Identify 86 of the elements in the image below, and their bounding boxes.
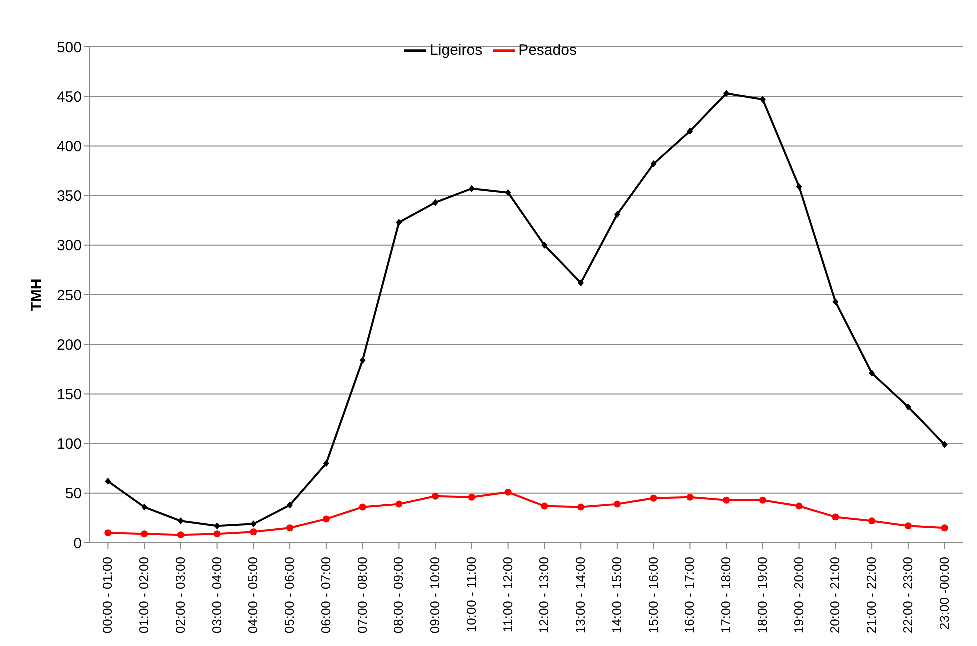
x-tick-label: 15:00 - 16:00 xyxy=(646,557,661,634)
x-tick-label: 06:00 - 07:00 xyxy=(318,557,334,634)
point xyxy=(505,189,512,196)
x-tick-label: 13:00 - 14:00 xyxy=(573,557,588,634)
x-tick-label: 19:00 - 20:00 xyxy=(791,557,806,634)
point xyxy=(323,460,330,468)
point xyxy=(868,518,876,525)
point xyxy=(578,280,584,287)
point xyxy=(904,522,912,530)
x-tick-label: 08:00 - 09:00 xyxy=(391,557,406,634)
y-tick-label: 500 xyxy=(56,39,82,56)
x-tick-label: 02:00 - 03:00 xyxy=(172,557,188,634)
point xyxy=(942,441,948,448)
point xyxy=(869,370,876,377)
y-tick-label: 450 xyxy=(56,88,82,106)
x-tick-label: 11:00 - 12:00 xyxy=(500,557,516,633)
point xyxy=(359,504,366,511)
x-tick-label: 18:00 - 19:00 xyxy=(754,557,770,634)
point xyxy=(104,530,112,537)
point xyxy=(796,502,803,510)
point xyxy=(214,522,220,530)
point xyxy=(759,496,766,504)
point xyxy=(724,90,730,98)
point xyxy=(287,502,294,509)
legend-label: Ligeiros xyxy=(430,42,483,59)
point xyxy=(322,516,330,523)
point xyxy=(105,478,112,485)
point xyxy=(541,502,548,510)
x-tick-label: 20:00 - 21:00 xyxy=(828,557,843,634)
point xyxy=(250,520,257,528)
x-tick-label: 17:00 - 18:00 xyxy=(718,557,734,634)
point xyxy=(141,530,148,538)
y-tick-label: 250 xyxy=(56,287,82,304)
y-axis-title: TMH xyxy=(28,278,46,312)
x-tick-label: 14:00 - 15:00 xyxy=(609,557,624,634)
point xyxy=(832,298,839,306)
x-tick-label: 22:00 - 23:00 xyxy=(900,557,916,634)
point xyxy=(832,514,840,521)
x-tick-label: 10:00 - 11:00 xyxy=(464,557,479,633)
point xyxy=(250,528,258,536)
x-tick-label: 09:00 - 10:00 xyxy=(428,557,443,634)
point xyxy=(432,492,440,500)
point xyxy=(796,183,802,190)
x-tick-label: 16:00 - 17:00 xyxy=(682,557,698,634)
x-tick-label: 03:00 - 04:00 xyxy=(209,557,224,634)
y-tick-label: 150 xyxy=(56,386,82,404)
point xyxy=(614,500,621,508)
legend-label: Pesados xyxy=(518,42,577,59)
x-tick-label: 12:00 - 13:00 xyxy=(536,557,552,634)
point xyxy=(760,96,766,104)
y-tick-label: 100 xyxy=(56,436,82,454)
point xyxy=(578,504,585,511)
point xyxy=(396,219,402,226)
point xyxy=(360,356,366,364)
x-tick-label: 05:00 - 06:00 xyxy=(282,557,298,634)
point xyxy=(614,211,620,218)
point xyxy=(286,524,294,532)
point xyxy=(687,128,694,135)
point xyxy=(504,488,512,496)
y-tick-label: 0 xyxy=(74,535,82,552)
x-tick-label: 01:00 - 02:00 xyxy=(136,557,152,634)
point xyxy=(468,185,475,192)
y-tick-label: 400 xyxy=(56,138,82,156)
point xyxy=(142,504,148,511)
x-tick-label: 21:00 - 22:00 xyxy=(864,557,880,634)
point xyxy=(542,242,548,249)
point xyxy=(177,532,184,539)
point xyxy=(214,530,221,538)
point xyxy=(723,496,730,504)
x-tick-label: 07:00 - 08:00 xyxy=(354,557,370,634)
y-tick-label: 300 xyxy=(56,238,82,255)
point xyxy=(650,494,658,502)
point xyxy=(432,199,439,206)
point xyxy=(905,404,912,411)
point xyxy=(941,524,948,532)
point xyxy=(178,518,184,525)
y-tick-label: 50 xyxy=(65,486,82,503)
point xyxy=(686,494,694,501)
y-tick-label: 200 xyxy=(56,336,82,354)
x-tick-label: 00:00 - 01:00 xyxy=(100,557,116,634)
x-tick-label: 23:00 -00:00 xyxy=(936,557,952,630)
point xyxy=(468,494,476,501)
point xyxy=(650,160,657,168)
y-tick-label: 350 xyxy=(56,188,82,206)
point xyxy=(396,500,403,508)
x-tick-label: 04:00 - 05:00 xyxy=(246,557,261,634)
